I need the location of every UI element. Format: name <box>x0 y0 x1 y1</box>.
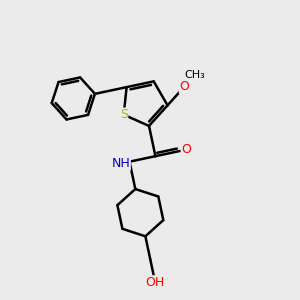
Text: CH₃: CH₃ <box>184 70 205 80</box>
Text: S: S <box>120 108 128 121</box>
Text: OH: OH <box>146 276 165 289</box>
Text: O: O <box>181 143 191 156</box>
Text: NH: NH <box>112 157 130 170</box>
Text: O: O <box>179 80 189 93</box>
